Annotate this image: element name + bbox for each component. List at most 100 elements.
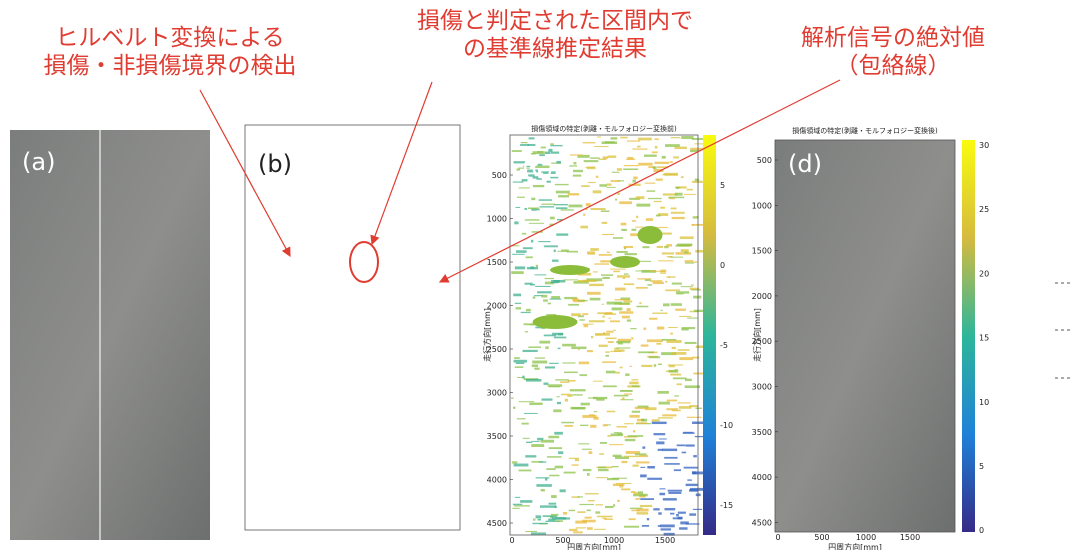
streak [658, 402, 669, 405]
streak [607, 411, 616, 413]
streak [587, 473, 590, 476]
streak [645, 183, 656, 184]
streak [642, 246, 649, 248]
streak [512, 508, 520, 509]
streak [672, 283, 682, 285]
streak [550, 217, 555, 220]
streak [599, 184, 607, 187]
streak [599, 254, 612, 256]
streak [603, 424, 608, 426]
streak [538, 241, 550, 242]
streak [621, 229, 627, 231]
streak [539, 341, 550, 344]
streak [656, 343, 661, 345]
streak [552, 333, 563, 335]
streak [573, 175, 581, 177]
streak [686, 444, 695, 446]
streak [521, 142, 528, 143]
streak [666, 408, 678, 410]
streak [556, 233, 568, 235]
streak [670, 513, 674, 515]
streak [685, 262, 694, 263]
streak [638, 163, 652, 166]
streak [548, 149, 552, 152]
blob [610, 256, 640, 268]
streak [677, 444, 686, 446]
streak [595, 504, 603, 505]
x-axis-label: 円周方向[mm] [567, 542, 621, 550]
streak [639, 302, 641, 304]
colorbar-tick-label: 5 [720, 181, 725, 190]
streak [562, 362, 575, 363]
streak [617, 275, 630, 277]
streak [546, 468, 555, 470]
streak [627, 319, 631, 321]
streak [675, 193, 683, 196]
streak [599, 453, 604, 455]
streak [549, 475, 559, 477]
streak [692, 471, 696, 474]
streak [647, 518, 649, 520]
streak [516, 307, 521, 309]
streak [629, 366, 632, 367]
streak [636, 422, 647, 424]
streak [649, 356, 660, 358]
streak [554, 250, 556, 252]
streak [627, 140, 640, 141]
streak [578, 443, 589, 444]
annotation: 損傷・非損傷境界の検出 [44, 53, 297, 79]
streak [676, 383, 682, 385]
streak [514, 357, 520, 359]
y-tick-label: 4500 [752, 518, 772, 527]
streak [635, 498, 639, 500]
streak [526, 442, 532, 443]
streak [528, 346, 541, 348]
streak [605, 355, 608, 357]
streak [573, 170, 583, 172]
streak [677, 244, 692, 246]
streak [595, 333, 610, 336]
streak [665, 144, 680, 147]
streak [569, 510, 575, 511]
streak [625, 373, 629, 375]
y-tick-label: 2000 [752, 292, 772, 301]
streak [668, 327, 678, 328]
photo-a [10, 130, 210, 540]
streak [672, 347, 676, 349]
streak [678, 186, 687, 188]
streak [511, 397, 514, 398]
streak [650, 271, 665, 272]
streak [515, 303, 521, 304]
x-tick-label: 0 [775, 533, 780, 542]
streak [626, 159, 635, 160]
streak [637, 146, 641, 148]
streak [659, 438, 667, 439]
streak [624, 283, 634, 285]
streak [676, 514, 679, 516]
streak [658, 512, 661, 514]
streak [553, 409, 561, 412]
streak [595, 511, 600, 513]
streak [599, 159, 606, 160]
streak [525, 531, 537, 532]
streak [603, 332, 605, 334]
streak [652, 419, 660, 421]
panel-label: (d) [788, 150, 822, 178]
streak [515, 366, 524, 368]
streak [514, 505, 530, 506]
streak [561, 422, 574, 423]
streak [610, 351, 621, 352]
streak [529, 223, 544, 224]
streak [579, 319, 584, 321]
streak [667, 400, 678, 402]
streak [588, 500, 595, 501]
streak [531, 198, 535, 200]
streak [645, 279, 651, 281]
streak [638, 406, 649, 408]
streak [671, 137, 681, 138]
streak [679, 527, 687, 529]
streak [548, 303, 551, 305]
streak [556, 207, 568, 209]
streak [577, 496, 583, 497]
streak [654, 201, 662, 202]
